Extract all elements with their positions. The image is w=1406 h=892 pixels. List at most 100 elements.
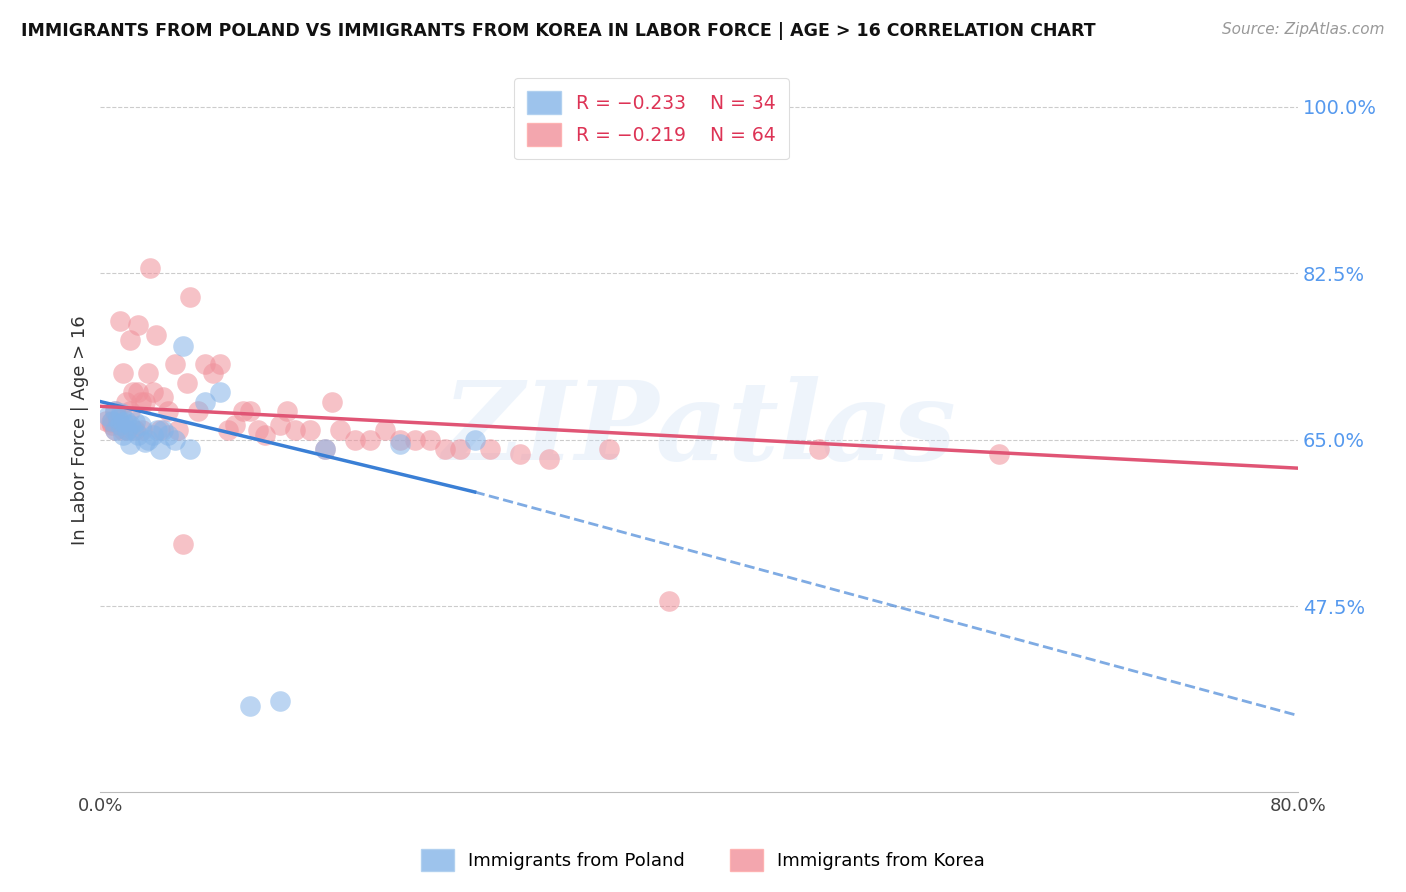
Point <box>314 442 336 457</box>
Point <box>194 394 217 409</box>
Point <box>149 423 172 437</box>
Point <box>108 314 131 328</box>
Point <box>478 442 501 457</box>
Point <box>284 423 307 437</box>
Point <box>134 434 156 449</box>
Point <box>156 428 179 442</box>
Point <box>120 437 142 451</box>
Point <box>209 385 232 400</box>
Point <box>449 442 471 457</box>
Point <box>172 537 194 551</box>
Text: IMMIGRANTS FROM POLAND VS IMMIGRANTS FROM KOREA IN LABOR FORCE | AGE > 16 CORREL: IMMIGRANTS FROM POLAND VS IMMIGRANTS FRO… <box>21 22 1095 40</box>
Point <box>165 357 187 371</box>
Point <box>108 418 131 433</box>
Point <box>232 404 254 418</box>
Point <box>101 414 124 428</box>
Point <box>314 442 336 457</box>
Point <box>165 433 187 447</box>
Point <box>254 428 277 442</box>
Point <box>129 418 152 433</box>
Text: Source: ZipAtlas.com: Source: ZipAtlas.com <box>1222 22 1385 37</box>
Point <box>142 428 165 442</box>
Point <box>136 433 159 447</box>
Point <box>131 423 153 437</box>
Point <box>111 423 134 437</box>
Point <box>127 385 149 400</box>
Point <box>127 428 149 442</box>
Point <box>321 394 343 409</box>
Point <box>104 404 127 418</box>
Point <box>209 357 232 371</box>
Point <box>276 404 298 418</box>
Point <box>419 433 441 447</box>
Point <box>987 447 1010 461</box>
Point <box>122 385 145 400</box>
Y-axis label: In Labor Force | Age > 16: In Labor Force | Age > 16 <box>72 315 89 545</box>
Point <box>142 385 165 400</box>
Point <box>145 328 167 343</box>
Point <box>298 423 321 437</box>
Point <box>404 433 426 447</box>
Point <box>187 404 209 418</box>
Point <box>127 318 149 333</box>
Point <box>122 423 145 437</box>
Point <box>269 418 291 433</box>
Legend: R = −0.233    N = 34, R = −0.219    N = 64: R = −0.233 N = 34, R = −0.219 N = 64 <box>515 78 789 160</box>
Point <box>114 394 136 409</box>
Point <box>464 433 486 447</box>
Point <box>136 366 159 380</box>
Point <box>509 447 531 461</box>
Point <box>104 423 127 437</box>
Point <box>107 411 129 425</box>
Point <box>111 416 134 430</box>
Point <box>538 451 561 466</box>
Point <box>124 416 146 430</box>
Point <box>104 404 127 418</box>
Point <box>129 394 152 409</box>
Point <box>217 423 239 437</box>
Point <box>807 442 830 457</box>
Point <box>107 411 129 425</box>
Point <box>124 423 146 437</box>
Point <box>117 423 139 437</box>
Point <box>120 418 142 433</box>
Point <box>117 423 139 437</box>
Point <box>104 423 127 437</box>
Point <box>100 416 122 430</box>
Point <box>149 442 172 457</box>
Point <box>97 409 120 423</box>
Legend: Immigrants from Poland, Immigrants from Korea: Immigrants from Poland, Immigrants from … <box>413 842 993 879</box>
Point <box>120 333 142 347</box>
Point <box>179 290 201 304</box>
Point <box>343 433 366 447</box>
Point <box>388 433 411 447</box>
Point <box>152 423 174 437</box>
Point <box>152 390 174 404</box>
Point <box>96 414 118 428</box>
Point <box>246 423 269 437</box>
Point <box>359 433 381 447</box>
Point <box>433 442 456 457</box>
Point <box>114 414 136 428</box>
Point <box>167 423 190 437</box>
Point <box>172 339 194 353</box>
Point <box>111 428 134 442</box>
Point <box>201 366 224 380</box>
Point <box>658 594 681 608</box>
Text: ZIPatlas: ZIPatlas <box>443 376 956 483</box>
Point <box>269 694 291 708</box>
Point <box>134 394 156 409</box>
Point <box>239 699 262 714</box>
Point <box>194 357 217 371</box>
Point <box>224 418 246 433</box>
Point <box>598 442 620 457</box>
Point <box>176 376 198 390</box>
Point <box>110 406 132 420</box>
Point <box>388 437 411 451</box>
Point <box>374 423 396 437</box>
Point <box>179 442 201 457</box>
Point <box>111 366 134 380</box>
Point <box>329 423 352 437</box>
Point <box>156 404 179 418</box>
Point <box>239 404 262 418</box>
